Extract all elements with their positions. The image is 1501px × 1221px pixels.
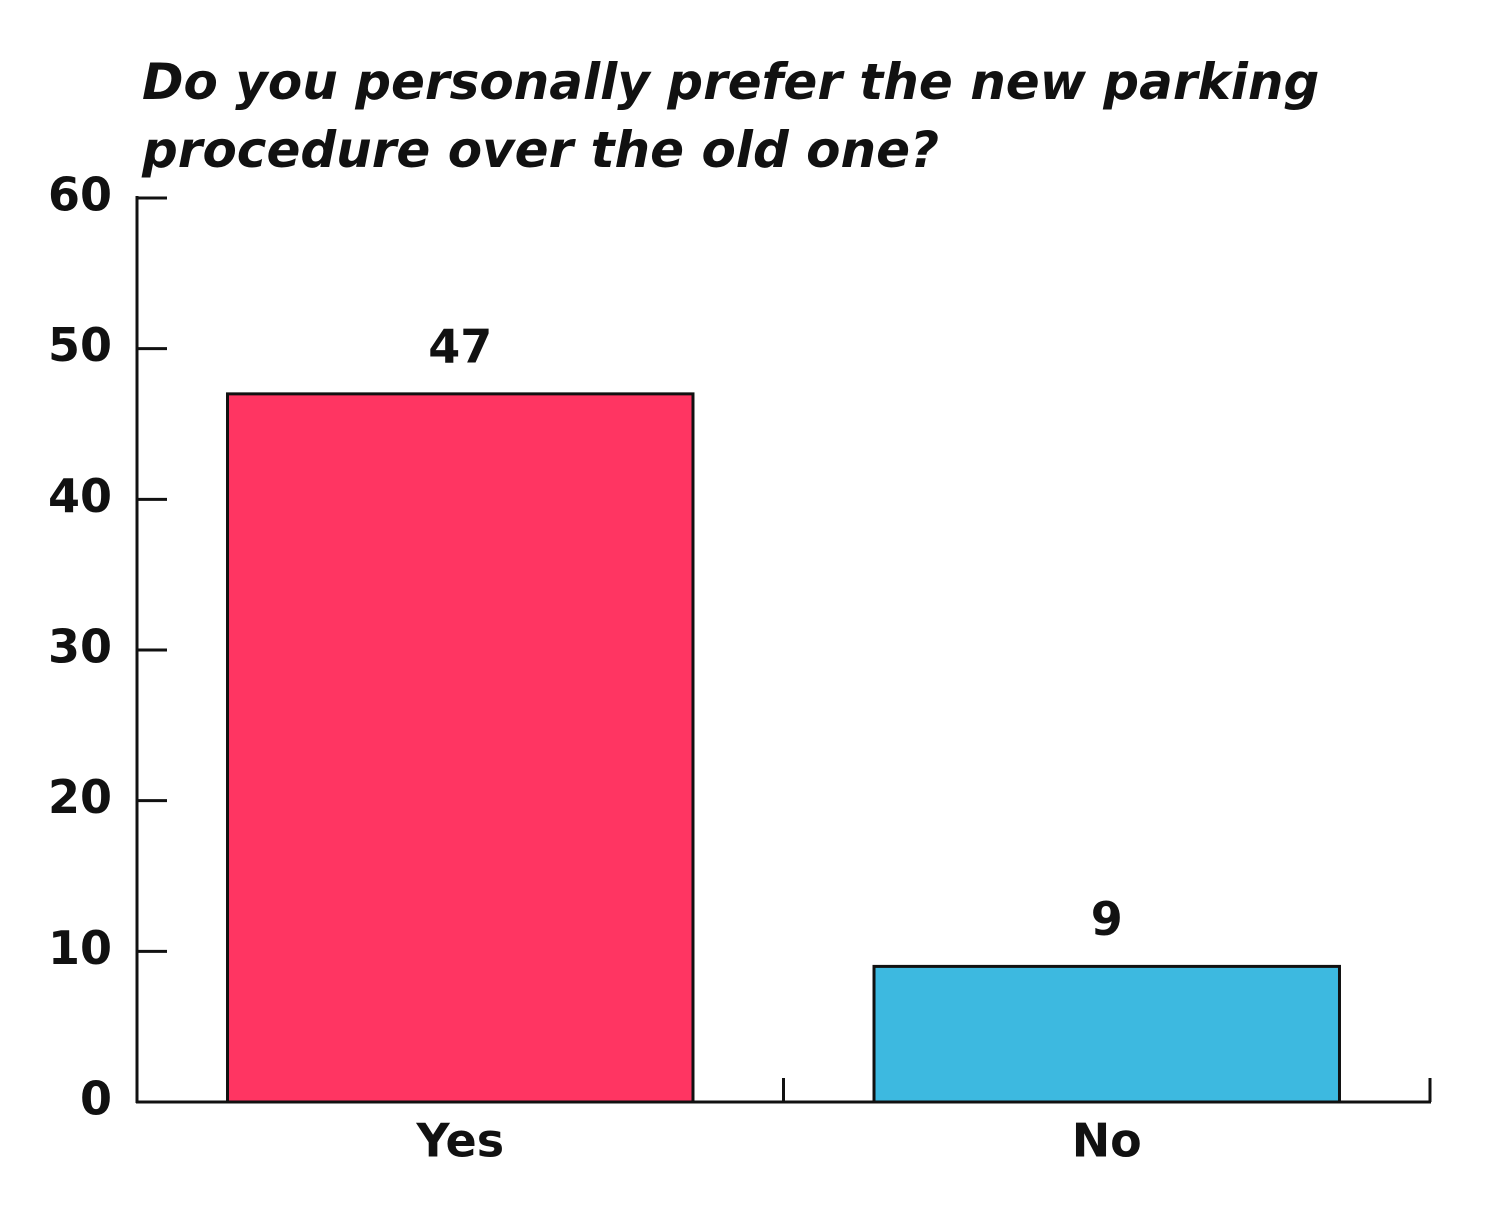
value-label: 9 [1091, 892, 1123, 946]
y-tick-label: 0 [80, 1072, 112, 1126]
y-tick-label: 30 [48, 620, 112, 674]
y-tick-label: 40 [48, 469, 112, 523]
y-tick-label: 60 [48, 168, 112, 222]
chart-title: Do you personally prefer the new parking… [142, 53, 1320, 179]
bar [226, 392, 695, 1104]
y-tick-label: 20 [48, 770, 112, 824]
y-tick-label: 10 [48, 921, 112, 975]
y-tick-label: 50 [48, 318, 112, 372]
value-label: 47 [428, 319, 492, 373]
bar [872, 964, 1341, 1104]
x-tick-label: No [1072, 1114, 1142, 1168]
x-tick-label: Yes [415, 1114, 504, 1168]
